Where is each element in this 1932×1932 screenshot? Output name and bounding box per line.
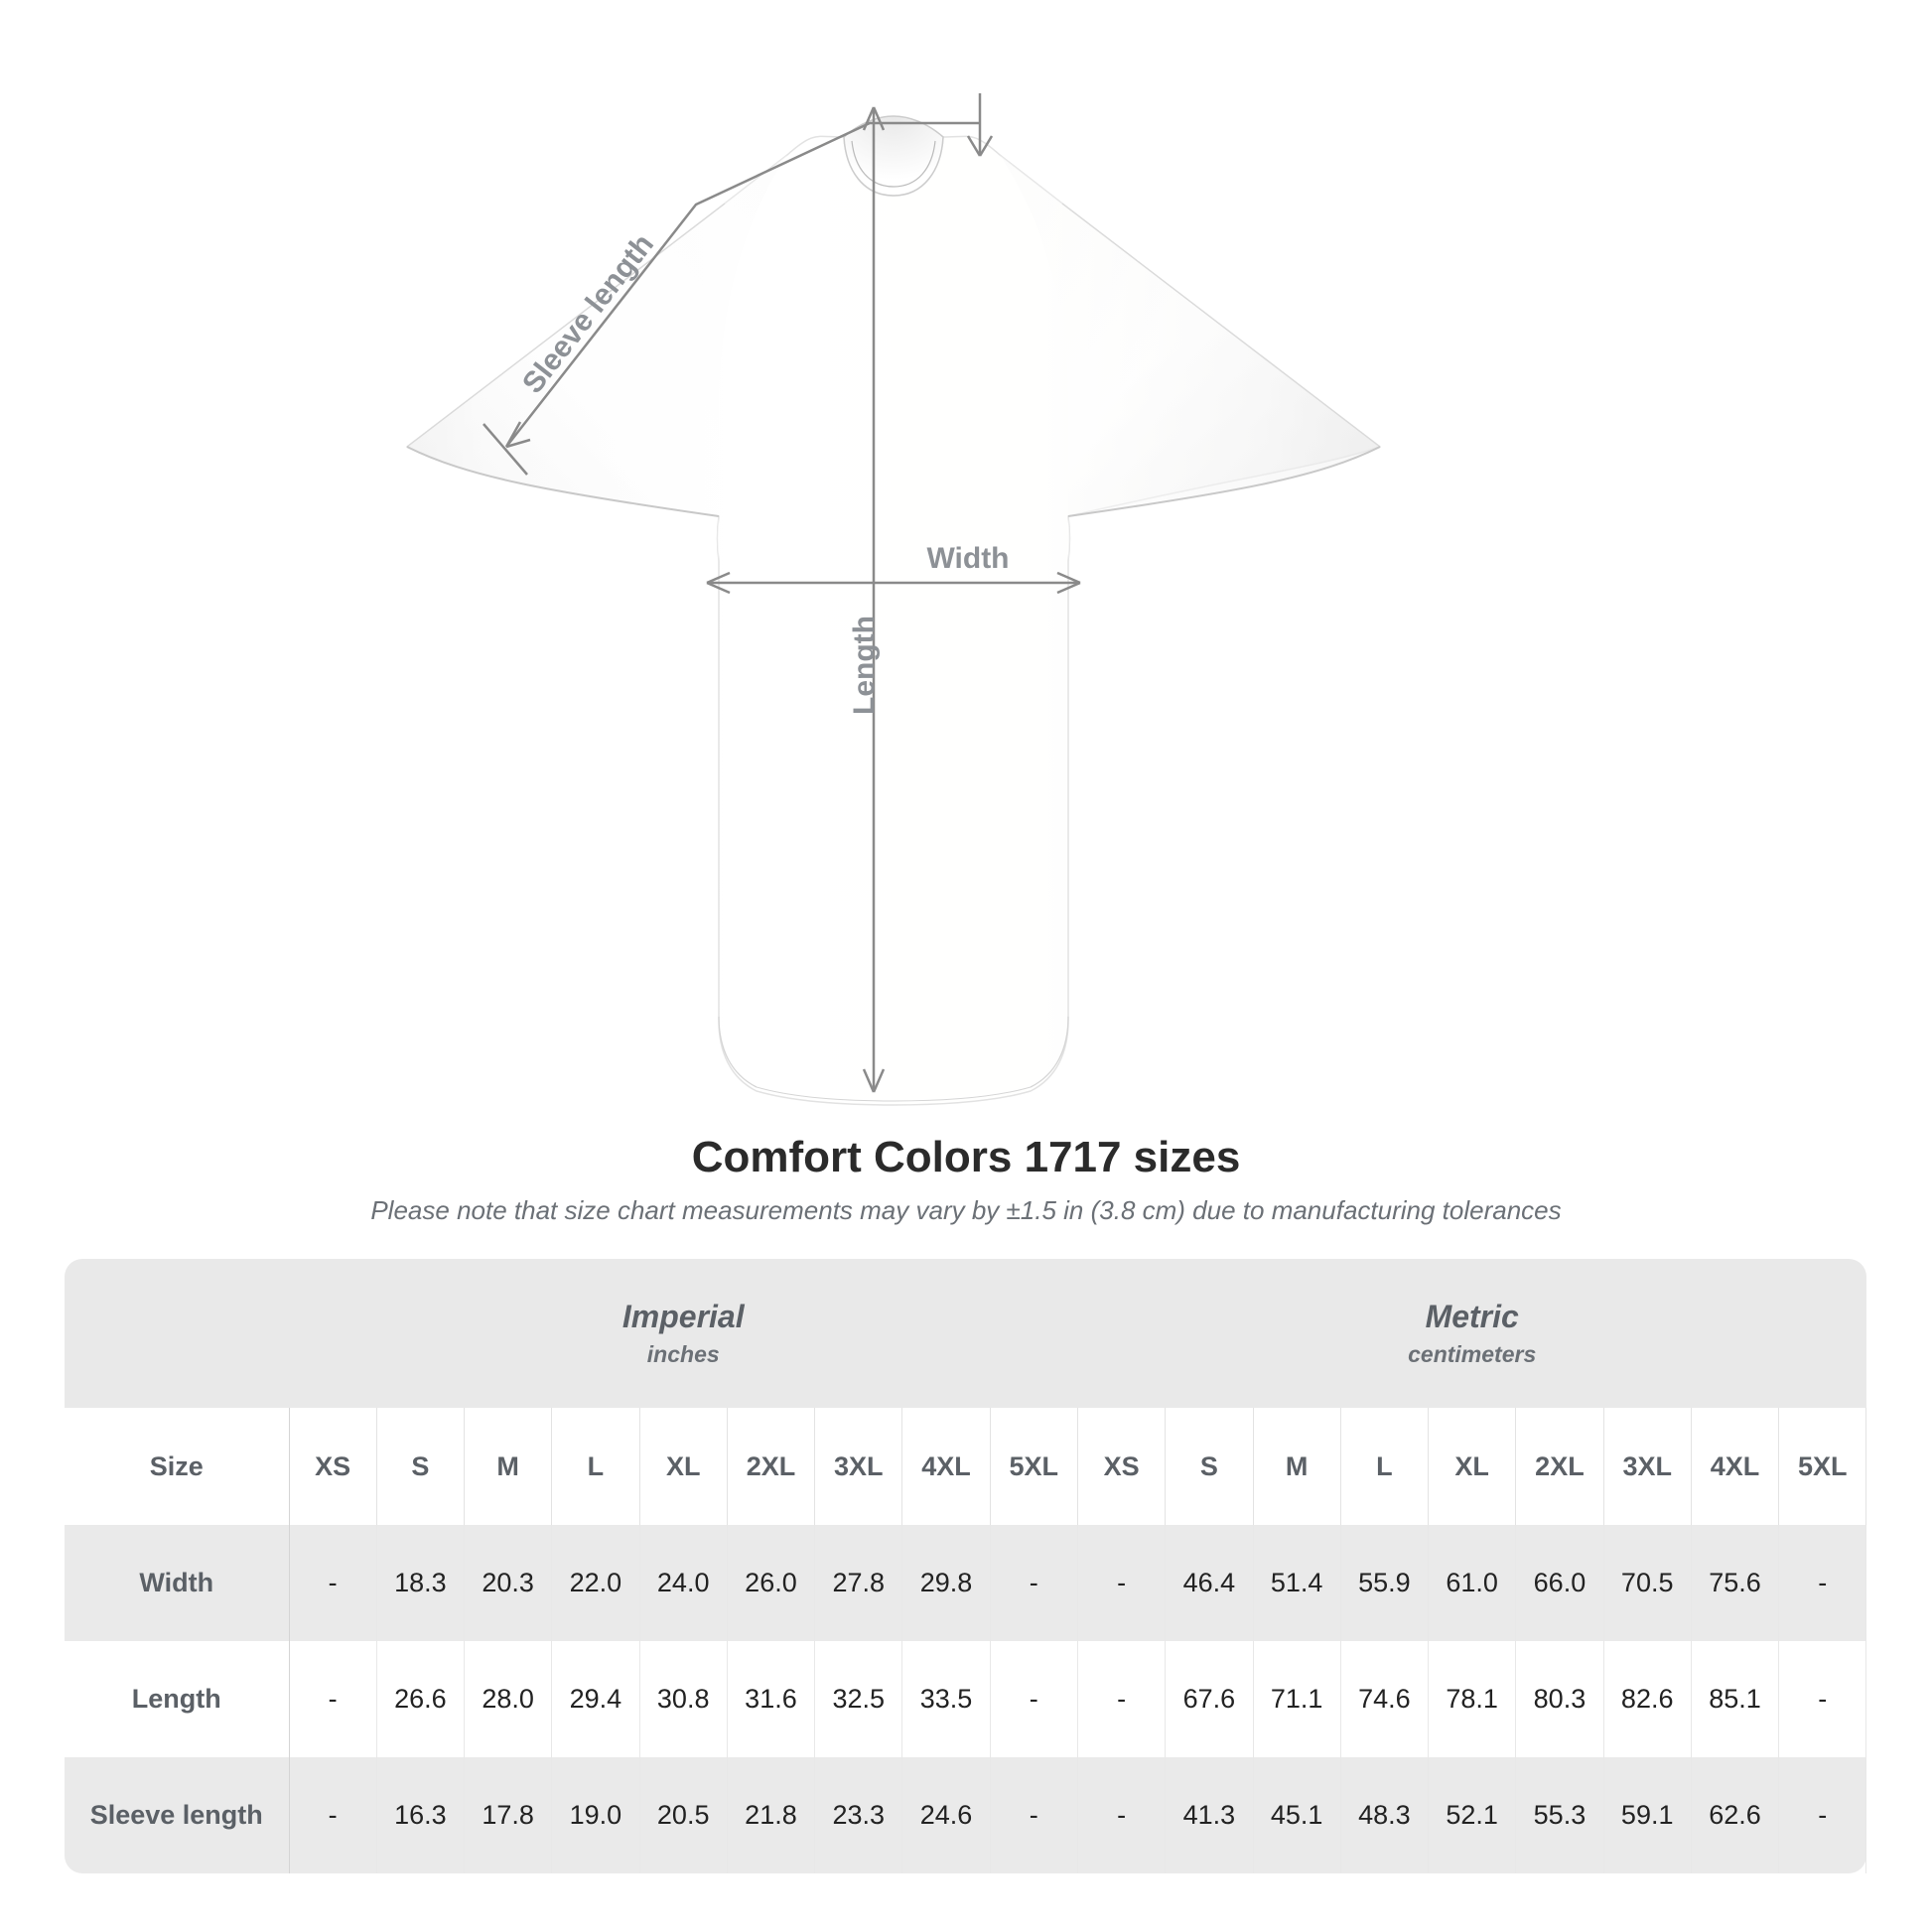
svg-text:Length: Length <box>848 616 881 715</box>
svg-text:Width: Width <box>926 542 1009 575</box>
